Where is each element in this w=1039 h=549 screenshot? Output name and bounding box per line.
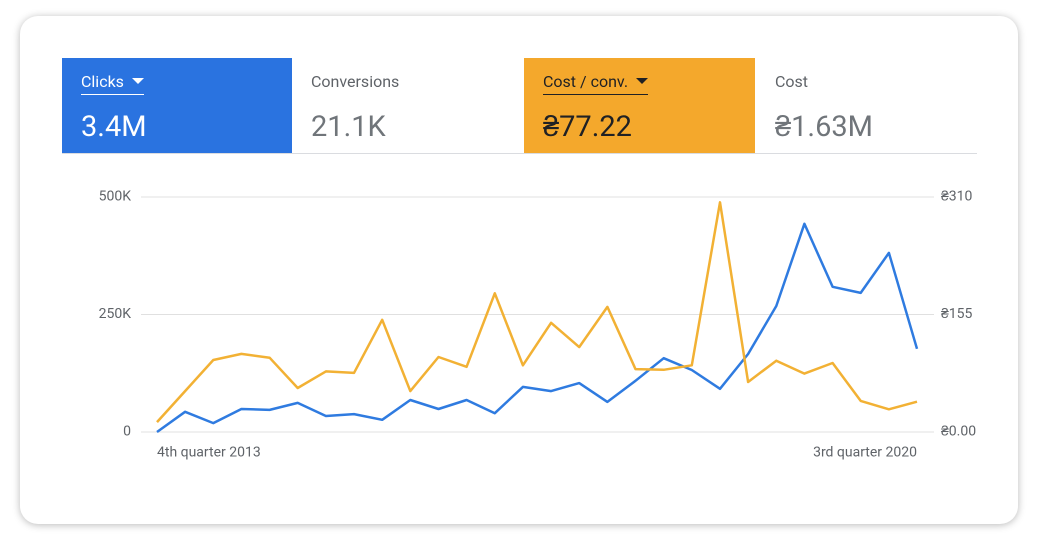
y-tick-label: 0 bbox=[123, 424, 131, 440]
y2-tick-label: ₴155 bbox=[941, 306, 973, 322]
x-tick-label: 3rd quarter 2020 bbox=[813, 445, 917, 461]
y-tick-label: 500K bbox=[99, 189, 132, 205]
series-line bbox=[156, 201, 918, 423]
metric-tab[interactable]: Cost / conv. ₴77.22 bbox=[524, 58, 755, 153]
metric-label: Conversions bbox=[311, 72, 400, 91]
y2-tick-label: ₴310 bbox=[941, 189, 973, 205]
metric-value: 3.4M bbox=[81, 110, 147, 144]
metric-label: Cost bbox=[775, 72, 809, 91]
tab-divider bbox=[62, 153, 977, 154]
metric-value: ₴77.22 bbox=[543, 110, 632, 144]
metric-label: Cost / conv. bbox=[543, 72, 649, 95]
metric-tab[interactable]: Clicks 3.4M bbox=[62, 58, 292, 153]
metric-tab[interactable]: Cost ₴1.63M bbox=[756, 58, 986, 153]
y-tick-label: 250K bbox=[99, 306, 132, 322]
y2-tick-label: ₴0.00 bbox=[941, 424, 976, 440]
x-tick-label: 4th quarter 2013 bbox=[157, 445, 261, 461]
metric-label: Clicks bbox=[81, 72, 144, 95]
dropdown-caret[interactable] bbox=[131, 78, 144, 84]
metric-value: ₴1.63M bbox=[775, 110, 873, 144]
series-line bbox=[156, 222, 919, 434]
metric-name: Cost / conv. bbox=[543, 72, 629, 91]
metric-value: 21.1K bbox=[311, 110, 386, 144]
dropdown-caret[interactable] bbox=[636, 78, 649, 84]
metric-name: Clicks bbox=[81, 72, 124, 91]
metric-tab[interactable]: Conversions 21.1K bbox=[292, 58, 522, 153]
